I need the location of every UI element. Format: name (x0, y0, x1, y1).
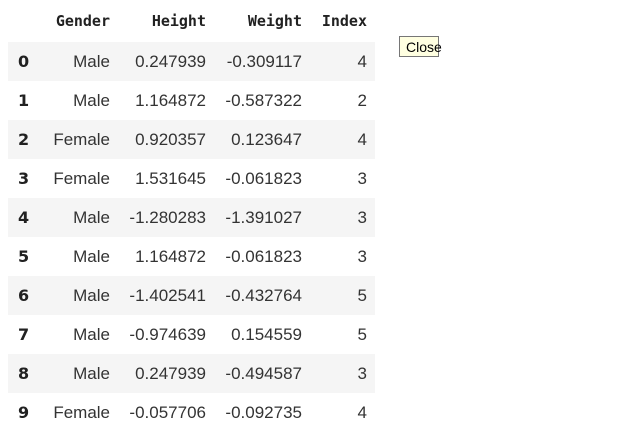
height-cell: 1.164872 (135, 246, 206, 266)
height-cell: -1.280283 (129, 207, 206, 227)
height-cell: -0.057706 (129, 402, 206, 422)
height-header: Height (151, 12, 206, 30)
gender-cell: Male (73, 324, 110, 344)
weight-header: Weight (247, 12, 302, 30)
index-cell: 3 (357, 207, 367, 227)
row-index: 1 (18, 91, 30, 110)
weight-cell: -0.432764 (225, 285, 302, 305)
height-cell: 1.164872 (135, 90, 206, 110)
row-index: 3 (18, 169, 30, 188)
index-cell: 4 (357, 51, 367, 71)
gender-cell: Female (53, 402, 110, 422)
gender-cell: Female (53, 168, 110, 188)
table-row: 2 Female 0.920357 0.123647 4 (8, 120, 375, 159)
index-cell: 2 (357, 90, 367, 110)
gender-header: Gender (55, 12, 110, 30)
table-row: 0 Male 0.247939 -0.309117 4 (8, 42, 375, 81)
index-cell: 5 (357, 324, 367, 344)
height-cell: -1.402541 (129, 285, 206, 305)
row-index: 0 (18, 52, 30, 71)
gender-cell: Male (73, 90, 110, 110)
height-cell: 0.247939 (135, 363, 206, 383)
table-body: 0 Male 0.247939 -0.309117 4 1 Male 1.164872 -0.5… (8, 42, 375, 432)
index-header (8, 0, 44, 42)
row-index: 2 (18, 130, 30, 149)
gender-cell: Male (73, 363, 110, 383)
row-index: 9 (18, 403, 30, 422)
gender-cell: Male (73, 285, 110, 305)
gender-cell: Male (73, 246, 110, 266)
table-row: 3 Female 1.531645 -0.061823 3 (8, 159, 375, 198)
weight-cell: 0.123647 (231, 129, 302, 149)
weight-cell: -0.587322 (225, 90, 302, 110)
table-row: 1 Male 1.164872 -0.587322 2 (8, 81, 375, 120)
close-button[interactable]: Close (399, 36, 442, 57)
row-index: 5 (18, 247, 30, 266)
weight-cell: -0.061823 (225, 246, 302, 266)
table-row: 4 Male -1.280283 -1.391027 3 (8, 198, 375, 237)
table-row: 5 Male 1.164872 -0.061823 3 (8, 237, 375, 276)
index-cell: 4 (357, 129, 367, 149)
weight-cell: -1.391027 (225, 207, 302, 227)
height-cell: 0.247939 (135, 51, 206, 71)
weight-cell: -0.494587 (225, 363, 302, 383)
index-column-header: Index (321, 12, 367, 30)
gender-cell: Male (73, 207, 110, 227)
row-index: 8 (18, 364, 30, 383)
index-cell: 3 (357, 246, 367, 266)
weight-cell: -0.092735 (225, 402, 302, 422)
table-row: 7 Male -0.974639 0.154559 5 (8, 315, 375, 354)
table-row: 6 Male -1.402541 -0.432764 5 (8, 276, 375, 315)
height-cell: -0.974639 (129, 324, 206, 344)
weight-cell: -0.061823 (225, 168, 302, 188)
table-row: 9 Female -0.057706 -0.092735 4 (8, 393, 375, 432)
index-cell: 4 (357, 402, 367, 422)
weight-cell: -0.309117 (226, 51, 302, 71)
gender-cell: Male (73, 51, 110, 71)
height-cell: 0.920357 (135, 129, 206, 149)
row-index: 6 (18, 286, 30, 305)
dataframe-table: Gender Height Weight Index 0 Male 0.247939… (8, 0, 375, 432)
row-index: 7 (18, 325, 30, 344)
index-cell: 5 (357, 285, 367, 305)
height-cell: 1.531645 (135, 168, 206, 188)
weight-cell: 0.154559 (231, 324, 302, 344)
table-row: 8 Male 0.247939 -0.494587 3 (8, 354, 375, 393)
index-cell: 3 (357, 168, 367, 188)
index-cell: 3 (357, 363, 367, 383)
table-header-row: Gender Height Weight Index (8, 0, 375, 42)
row-index: 4 (18, 208, 30, 227)
gender-cell: Female (53, 129, 110, 149)
